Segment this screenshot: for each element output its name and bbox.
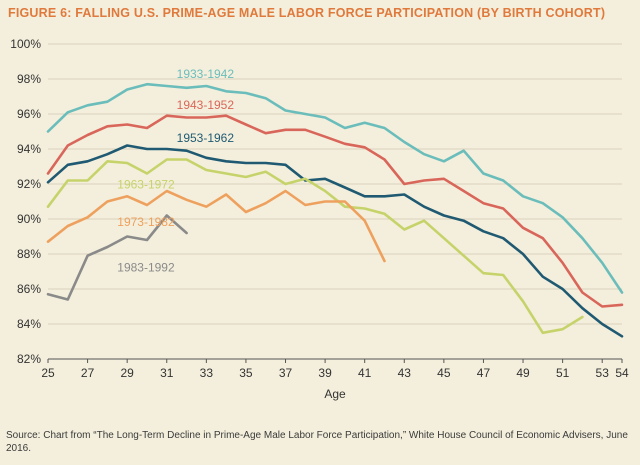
y-tick-label: 92% <box>17 177 41 191</box>
x-tick-label: 33 <box>200 366 214 380</box>
y-tick-label: 100% <box>10 37 41 51</box>
x-tick-label: 53 <box>596 366 610 380</box>
series-labels: 1933-1942 1943-1952 1953-1962 1963-1972 1973… <box>117 67 234 274</box>
y-tick-label: 90% <box>17 212 41 226</box>
x-tick-label: 54 <box>615 366 629 380</box>
series-label-1983-1992: 1983-1992 <box>117 261 175 275</box>
x-tick-label: 31 <box>160 366 174 380</box>
y-tick-label: 98% <box>17 72 41 86</box>
series-line-1973-1982 <box>46 189 386 263</box>
x-axis-label: Age <box>324 387 346 401</box>
series-label-1943-1952: 1943-1952 <box>177 98 235 112</box>
y-tick-label: 84% <box>17 317 41 331</box>
series-line-1983-1992 <box>46 214 188 301</box>
x-tick-label: 41 <box>358 366 372 380</box>
x-axis-ticks: 25 27 29 31 33 35 37 39 41 43 45 47 49 51 53 54 <box>41 359 629 380</box>
series-label-1953-1962: 1953-1962 <box>177 131 235 145</box>
x-tick-label: 39 <box>318 366 332 380</box>
series-line-1953-1962 <box>46 144 624 338</box>
series-label-1933-1942: 1933-1942 <box>177 67 235 81</box>
x-tick-label: 51 <box>556 366 570 380</box>
x-tick-label: 37 <box>279 366 293 380</box>
series-line-1933-1942 <box>46 82 624 294</box>
source-note: Source: Chart from “The Long-Term Declin… <box>6 430 628 454</box>
chart-title: FIGURE 6: FALLING U.S. PRIME-AGE MALE LA… <box>8 6 606 20</box>
x-tick-label: 47 <box>477 366 491 380</box>
x-tick-label: 27 <box>81 366 95 380</box>
series-label-1963-1972: 1963-1972 <box>117 177 175 191</box>
series-line-1963-1972 <box>46 158 584 335</box>
y-tick-label: 86% <box>17 282 41 296</box>
x-tick-label: 25 <box>41 366 55 380</box>
series-label-1973-1982: 1973-1982 <box>117 215 175 229</box>
x-tick-label: 29 <box>120 366 134 380</box>
x-tick-label: 35 <box>239 366 253 380</box>
grid-lines <box>48 43 622 360</box>
y-tick-label: 96% <box>17 107 41 121</box>
y-tick-label: 88% <box>17 247 41 261</box>
x-tick-label: 43 <box>398 366 412 380</box>
y-tick-label: 82% <box>17 352 41 366</box>
x-tick-label: 49 <box>516 366 530 380</box>
series-line-1943-1952 <box>46 114 624 308</box>
y-axis-ticks: 82% 84% 86% 88% 90% 92% 94% 96% 98% 100% <box>10 37 41 366</box>
y-tick-label: 94% <box>17 142 41 156</box>
series-lines <box>46 82 624 338</box>
x-tick-label: 45 <box>437 366 451 380</box>
